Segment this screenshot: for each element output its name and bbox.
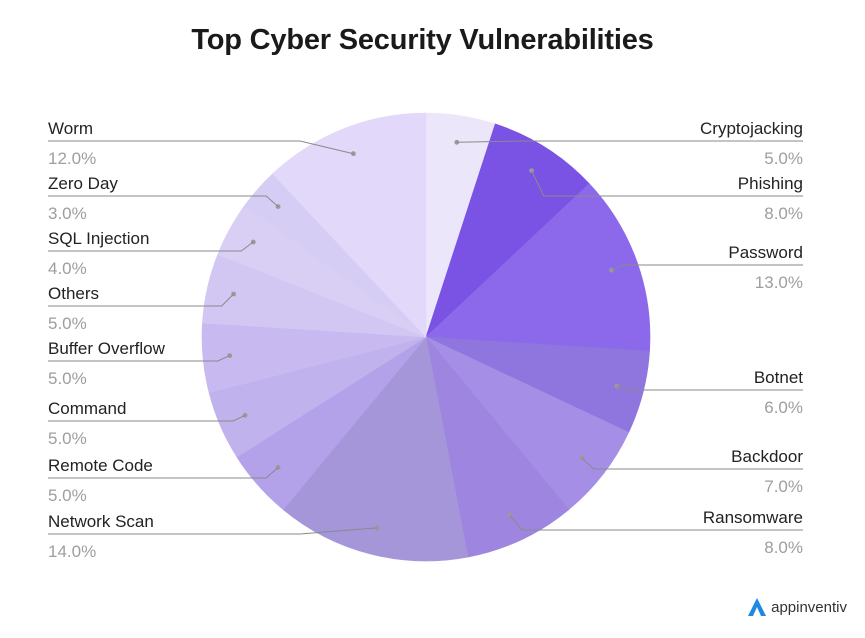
leader-line-worm <box>48 140 354 155</box>
slice-value-network-scan: 14.0% <box>48 542 96 561</box>
pie-slice-network-scan <box>282 336 469 562</box>
slice-label-worm: Worm <box>48 119 93 138</box>
leader-line-cryptojacking <box>456 140 803 143</box>
leader-lines <box>48 139 803 535</box>
slice-value-others: 5.0% <box>48 314 87 333</box>
slice-label-botnet: Botnet <box>754 368 803 387</box>
slice-label-password: Password <box>728 243 803 262</box>
leader-line-remote-code <box>48 466 279 479</box>
leader-line-ransomware <box>509 515 803 531</box>
slice-label-buffer-overflow: Buffer Overflow <box>48 339 166 358</box>
leader-line-sql-injection <box>48 241 254 252</box>
pie-slice-phishing <box>425 123 590 338</box>
slice-value-buffer-overflow: 5.0% <box>48 369 87 388</box>
leader-dot-network-scan <box>374 525 380 531</box>
slice-value-zero-day: 3.0% <box>48 204 87 223</box>
slice-label-cryptojacking: Cryptojacking <box>700 119 803 138</box>
slice-label-remote-code: Remote Code <box>48 456 153 475</box>
leader-dot-cryptojacking <box>454 139 460 145</box>
pie-slice-worm <box>272 112 427 338</box>
leader-line-command <box>48 414 246 422</box>
brand-logo: appinventiv <box>746 597 847 617</box>
slice-value-ransomware: 8.0% <box>764 538 803 557</box>
leader-line-others <box>48 293 234 307</box>
pie-slice-password <box>425 183 651 352</box>
slice-value-command: 5.0% <box>48 429 87 448</box>
slice-label-ransomware: Ransomware <box>703 508 803 527</box>
slice-label-others: Others <box>48 284 99 303</box>
slice-label-command: Command <box>48 399 126 418</box>
leader-line-network-scan <box>48 527 378 535</box>
appinventiv-logo-icon <box>748 598 767 616</box>
chart-title: Top Cyber Security Vulnerabilities <box>191 24 654 56</box>
slice-value-botnet: 6.0% <box>764 398 803 417</box>
leader-line-buffer-overflow <box>48 355 230 362</box>
leader-line-botnet <box>616 385 803 391</box>
slice-value-phishing: 8.0% <box>764 204 803 223</box>
pie-slices <box>201 112 651 562</box>
leader-line-backdoor <box>581 457 803 470</box>
slice-value-cryptojacking: 5.0% <box>764 149 803 168</box>
slice-label-zero-day: Zero Day <box>48 174 118 193</box>
slice-label-backdoor: Backdoor <box>731 447 803 466</box>
slice-value-password: 13.0% <box>755 273 803 292</box>
slice-value-remote-code: 5.0% <box>48 486 87 505</box>
slice-label-sql-injection: SQL Injection <box>48 229 149 248</box>
slice-label-network-scan: Network Scan <box>48 512 154 531</box>
leader-dot-botnet <box>614 383 620 389</box>
slice-value-backdoor: 7.0% <box>764 477 803 496</box>
slice-value-worm: 12.0% <box>48 149 96 168</box>
slice-labels: Cryptojacking 5.0% Phishing 8.0% Password 13.… <box>48 119 803 561</box>
pie-slice-ransomware <box>425 336 570 558</box>
slice-label-phishing: Phishing <box>738 174 803 193</box>
leader-dot-buffer-overflow <box>227 353 233 358</box>
leader-dot-command <box>242 412 248 418</box>
leader-line-zero-day <box>48 195 279 208</box>
leader-line-phishing <box>531 170 803 197</box>
leader-line-password <box>611 264 803 271</box>
brand-name: appinventiv <box>771 598 847 616</box>
slice-value-sql-injection: 4.0% <box>48 259 87 278</box>
